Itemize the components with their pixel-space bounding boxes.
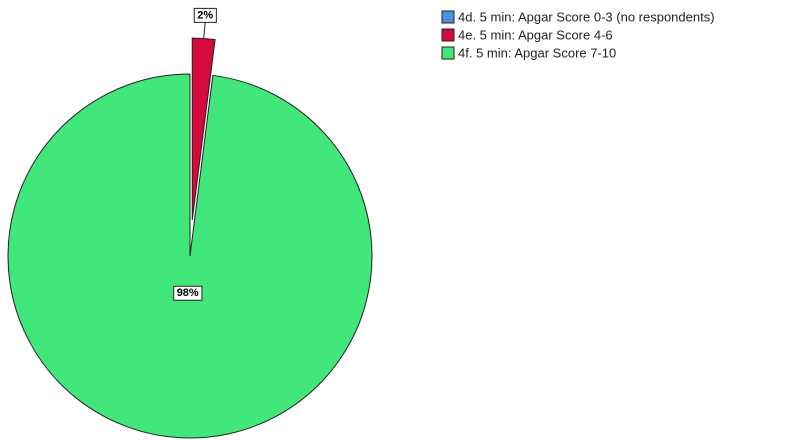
legend-label: 4f. 5 min: Apgar Score 7-10: [458, 45, 616, 60]
label-box: [173, 285, 203, 301]
legend-label: 4e. 5 min: Apgar Score 4-6: [458, 27, 613, 42]
legend-label: 4d. 5 min: Apgar Score 0-3 (no responden…: [458, 9, 715, 24]
data-label: 98%: [177, 287, 199, 299]
data-label: 2%: [197, 9, 213, 21]
pie-slice: [191, 37, 216, 221]
leader-line: [203, 22, 206, 39]
legend-swatch: [441, 28, 455, 42]
legend-swatch: [441, 46, 455, 60]
label-box: [193, 7, 217, 23]
pie-slice: [7, 73, 373, 439]
legend-swatch: [441, 10, 455, 24]
